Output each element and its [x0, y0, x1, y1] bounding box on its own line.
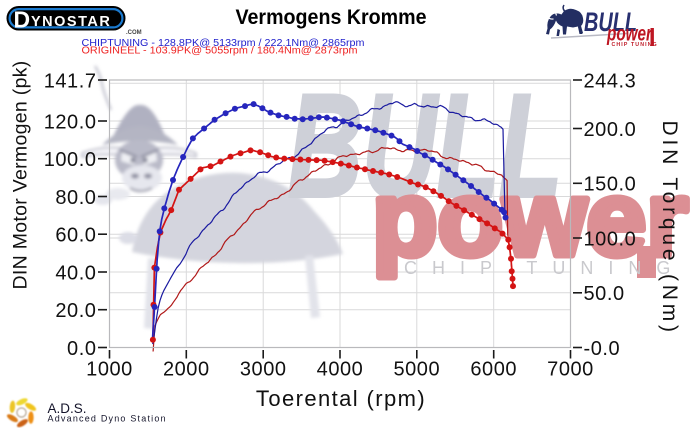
svg-text:D: D — [14, 7, 31, 33]
svg-text:100.0: 100.0 — [44, 149, 97, 171]
svg-text:0.0: 0.0 — [67, 338, 96, 360]
svg-text:DIN Torque (Nm): DIN Torque (Nm) — [658, 121, 681, 336]
svg-text:power: power — [606, 23, 653, 46]
svg-text:5000: 5000 — [393, 359, 440, 381]
svg-text:CHIPTUNING - 128.8PK@ 5133rpm: CHIPTUNING - 128.8PK@ 5133rpm / 222.1Nm@… — [82, 38, 365, 49]
svg-text:120.0: 120.0 — [44, 111, 97, 133]
svg-text:Toerental (rpm): Toerental (rpm) — [256, 386, 426, 411]
svg-text:60.0: 60.0 — [55, 225, 96, 247]
svg-text:2000: 2000 — [163, 359, 210, 381]
svg-text:ORIGINEEL - 103.9PK@ 5055rpm: ORIGINEEL - 103.9PK@ 5055rpm / 180.4Nm@ … — [82, 46, 358, 57]
svg-text:4000: 4000 — [317, 359, 364, 381]
svg-text:CHIP TUNING: CHIP TUNING — [404, 258, 685, 278]
svg-text:50.0: 50.0 — [584, 283, 625, 305]
svg-text:141.7: 141.7 — [44, 70, 97, 92]
svg-text:3000: 3000 — [240, 359, 287, 381]
svg-text:1000: 1000 — [86, 359, 133, 381]
svg-text:BULL: BULL — [584, 7, 637, 37]
svg-text:80.0: 80.0 — [55, 187, 96, 209]
svg-text:DIN Motor Vermogen (pk): DIN Motor Vermogen (pk) — [10, 60, 32, 289]
svg-text:6000: 6000 — [470, 359, 517, 381]
svg-text:200.0: 200.0 — [584, 119, 637, 141]
svg-text:power: power — [372, 160, 688, 278]
svg-text:7000: 7000 — [547, 359, 594, 381]
svg-text:.COM: .COM — [126, 30, 142, 36]
svg-text:244.3: 244.3 — [584, 70, 637, 92]
svg-text:40.0: 40.0 — [55, 262, 96, 284]
svg-text:Advanced Dyno Station: Advanced Dyno Station — [48, 414, 167, 424]
svg-text:CHIP TUNING: CHIP TUNING — [612, 42, 658, 48]
svg-text:20.0: 20.0 — [55, 300, 96, 322]
svg-text:Vermogens Kromme: Vermogens Kromme — [236, 6, 427, 29]
svg-text:100.0: 100.0 — [584, 228, 637, 250]
svg-text:A.D.S.: A.D.S. — [48, 401, 87, 416]
svg-text:YNOSTAR: YNOSTAR — [31, 14, 111, 30]
svg-text:BULL: BULL — [288, 64, 562, 227]
svg-text:-0.0: -0.0 — [584, 338, 621, 360]
svg-text:150.0: 150.0 — [584, 174, 637, 196]
